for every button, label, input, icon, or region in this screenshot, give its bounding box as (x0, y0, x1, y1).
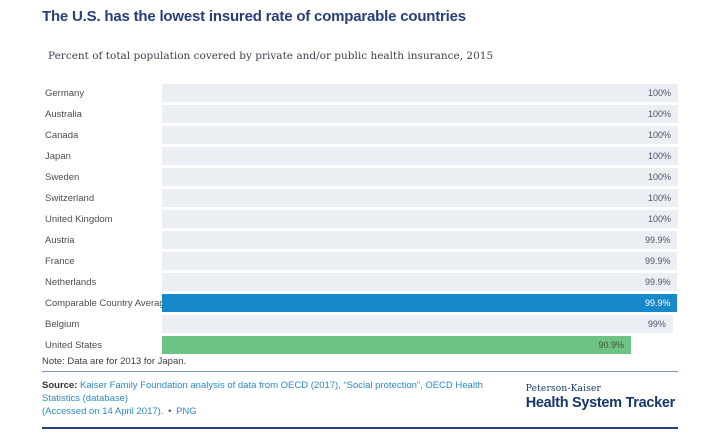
chart-row: Austria 99.9% (42, 231, 678, 249)
country-label: Netherlands (45, 276, 97, 288)
bar-track: 99.9% (162, 252, 678, 270)
chart-row: Comparable Country Average 99.9% (42, 294, 678, 312)
bar-track: 90.9% (162, 336, 678, 354)
bar-track: 100% (162, 147, 678, 165)
source-separator: • (168, 405, 172, 417)
country-label: Comparable Country Average (45, 297, 170, 309)
bar: 100% (162, 210, 678, 228)
note-divider (42, 371, 678, 372)
country-label: Canada (45, 129, 79, 141)
page-title: The U.S. has the lowest insured rate of … (42, 8, 466, 25)
chart-row: Germany 100% (42, 84, 678, 102)
bar-value-label: 100% (647, 130, 671, 140)
country-label: Austria (45, 234, 75, 246)
chart-rows: Germany 100% Australia 100% Canada 100% Japan 1… (42, 84, 678, 354)
bar-track: 100% (162, 210, 678, 228)
bar-track: 100% (162, 105, 678, 123)
bar-value-label: 100% (647, 88, 671, 98)
chart-subtitle: Percent of total population covered by p… (48, 50, 494, 62)
bar-value-label: 99.9% (644, 277, 671, 287)
country-label: Australia (45, 108, 82, 120)
chart-row: United Kingdom 100% (42, 210, 678, 228)
bar: 100% (162, 189, 678, 207)
bar-track: 99.9% (162, 231, 678, 249)
bar-value-label: 99% (647, 319, 666, 329)
chart-row: United States 90.9% (42, 336, 678, 354)
country-label: United States (45, 339, 103, 351)
bar-track: 99% (162, 315, 678, 333)
country-label: Japan (45, 150, 71, 162)
footer-rule (42, 427, 678, 429)
source-text: Source: Kaiser Family Foundation analysi… (42, 380, 517, 418)
bar-track: 100% (162, 168, 678, 186)
chart-row: Switzerland 100% (42, 189, 678, 207)
bar-value-label: 100% (647, 214, 671, 224)
country-label: United Kingdom (45, 213, 113, 225)
bar-value-label: 100% (647, 109, 671, 119)
source-citation-link[interactable]: Kaiser Family Foundation analysis of dat… (42, 380, 483, 417)
bar: 99.9% (162, 273, 678, 291)
bar: 99.9% (162, 294, 678, 312)
bar: 90.9% (162, 336, 632, 354)
bar-chart: Germany 100% Australia 100% Canada 100% Japan 1… (42, 84, 678, 357)
png-download-link[interactable]: PNG (176, 405, 197, 417)
bar-value-label: 99.9% (644, 298, 671, 308)
bar-track: 99.9% (162, 273, 678, 291)
bar-track: 100% (162, 126, 678, 144)
chart-row: Netherlands 99.9% (42, 273, 678, 291)
bar-value-label: 100% (647, 172, 671, 182)
bar: 100% (162, 147, 678, 165)
bar: 100% (162, 126, 678, 144)
bar-track: 100% (162, 189, 678, 207)
bar-value-label: 90.9% (598, 340, 625, 350)
country-label: Belgium (45, 318, 80, 330)
bar-track: 99.9% (162, 294, 678, 312)
bar: 99.9% (162, 231, 678, 249)
country-label: Germany (45, 87, 85, 99)
health-system-tracker-logo: Peterson-Kaiser Health System Tracker (525, 384, 676, 411)
bar-value-label: 99.9% (644, 235, 671, 245)
chart-note: Note: Data are for 2013 for Japan. (42, 356, 187, 367)
bar: 100% (162, 105, 678, 123)
chart-row: Canada 100% (42, 126, 678, 144)
chart-row: Japan 100% (42, 147, 678, 165)
bar-value-label: 100% (647, 151, 671, 161)
chart-row: Belgium 99% (42, 315, 678, 333)
chart-row: Sweden 100% (42, 168, 678, 186)
bar: 99.9% (162, 252, 678, 270)
bar-track: 100% (162, 84, 678, 102)
source-prefix: Source: (42, 380, 78, 391)
logo-peterson-kaiser: Peterson-Kaiser (525, 384, 602, 394)
country-label: Switzerland (45, 192, 95, 204)
chart-row: Australia 100% (42, 105, 678, 123)
bar: 99% (162, 315, 673, 333)
bar: 100% (162, 168, 678, 186)
logo-health-system-tracker: Health System Tracker (525, 395, 676, 411)
bar: 100% (162, 84, 678, 102)
chart-row: France 99.9% (42, 252, 678, 270)
country-label: Sweden (45, 171, 80, 183)
bar-value-label: 100% (647, 193, 671, 203)
country-label: France (45, 255, 75, 267)
bar-value-label: 99.9% (644, 256, 671, 266)
